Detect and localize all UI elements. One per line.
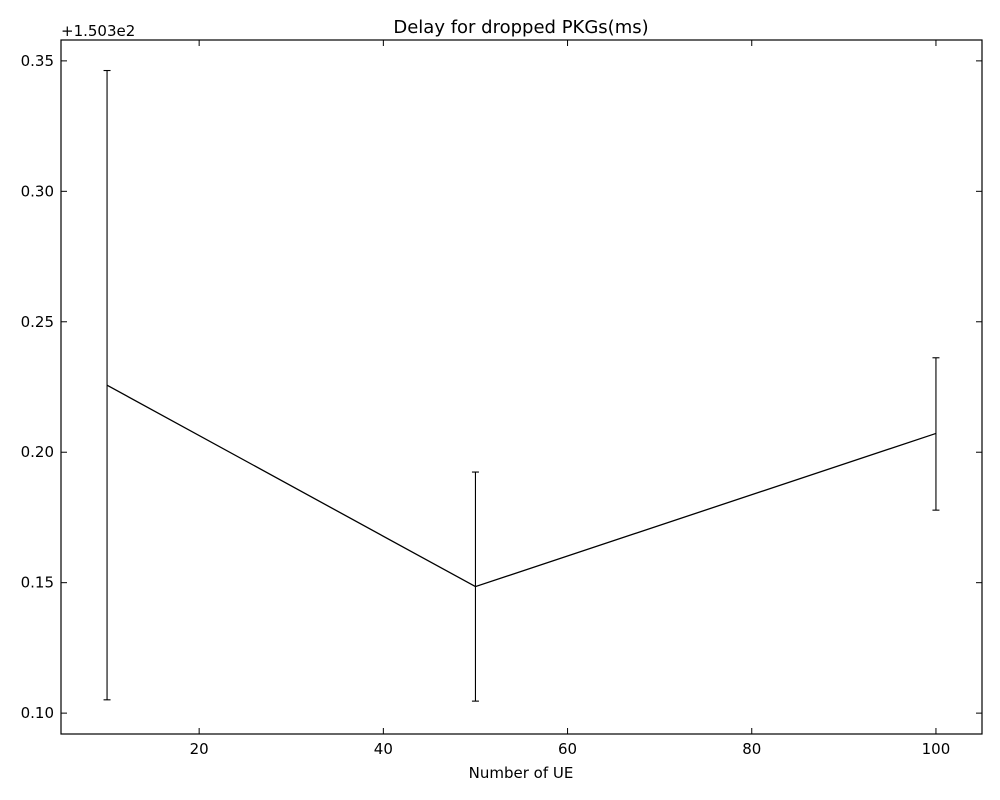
- x-tick-label: 40: [374, 740, 393, 758]
- x-tick-label: 60: [558, 740, 577, 758]
- chart-title: Delay for dropped PKGs(ms): [393, 17, 648, 38]
- y-offset-label: +1.503e2: [61, 22, 135, 40]
- x-tick-label: 80: [742, 740, 761, 758]
- y-tick-label: 0.25: [21, 313, 54, 331]
- y-tick-label: 0.10: [21, 704, 54, 722]
- y-tick-label: 0.20: [21, 443, 54, 461]
- x-tick-label: 20: [190, 740, 209, 758]
- x-axis-label: Number of UE: [469, 764, 574, 782]
- y-tick-label: 0.15: [21, 574, 54, 592]
- series-line: [106, 384, 937, 588]
- y-tick-label: 0.30: [21, 182, 54, 200]
- y-tick-label: 0.35: [21, 52, 54, 70]
- x-tick-label: 100: [922, 740, 951, 758]
- plot-area: [103, 69, 940, 702]
- axis-ticks: 20 40 60 80 100 0.10 0.15 0.20 0.25 0.30 0.35: [21, 40, 982, 758]
- error-bar: [932, 357, 940, 511]
- axes-frame: [60, 39, 983, 735]
